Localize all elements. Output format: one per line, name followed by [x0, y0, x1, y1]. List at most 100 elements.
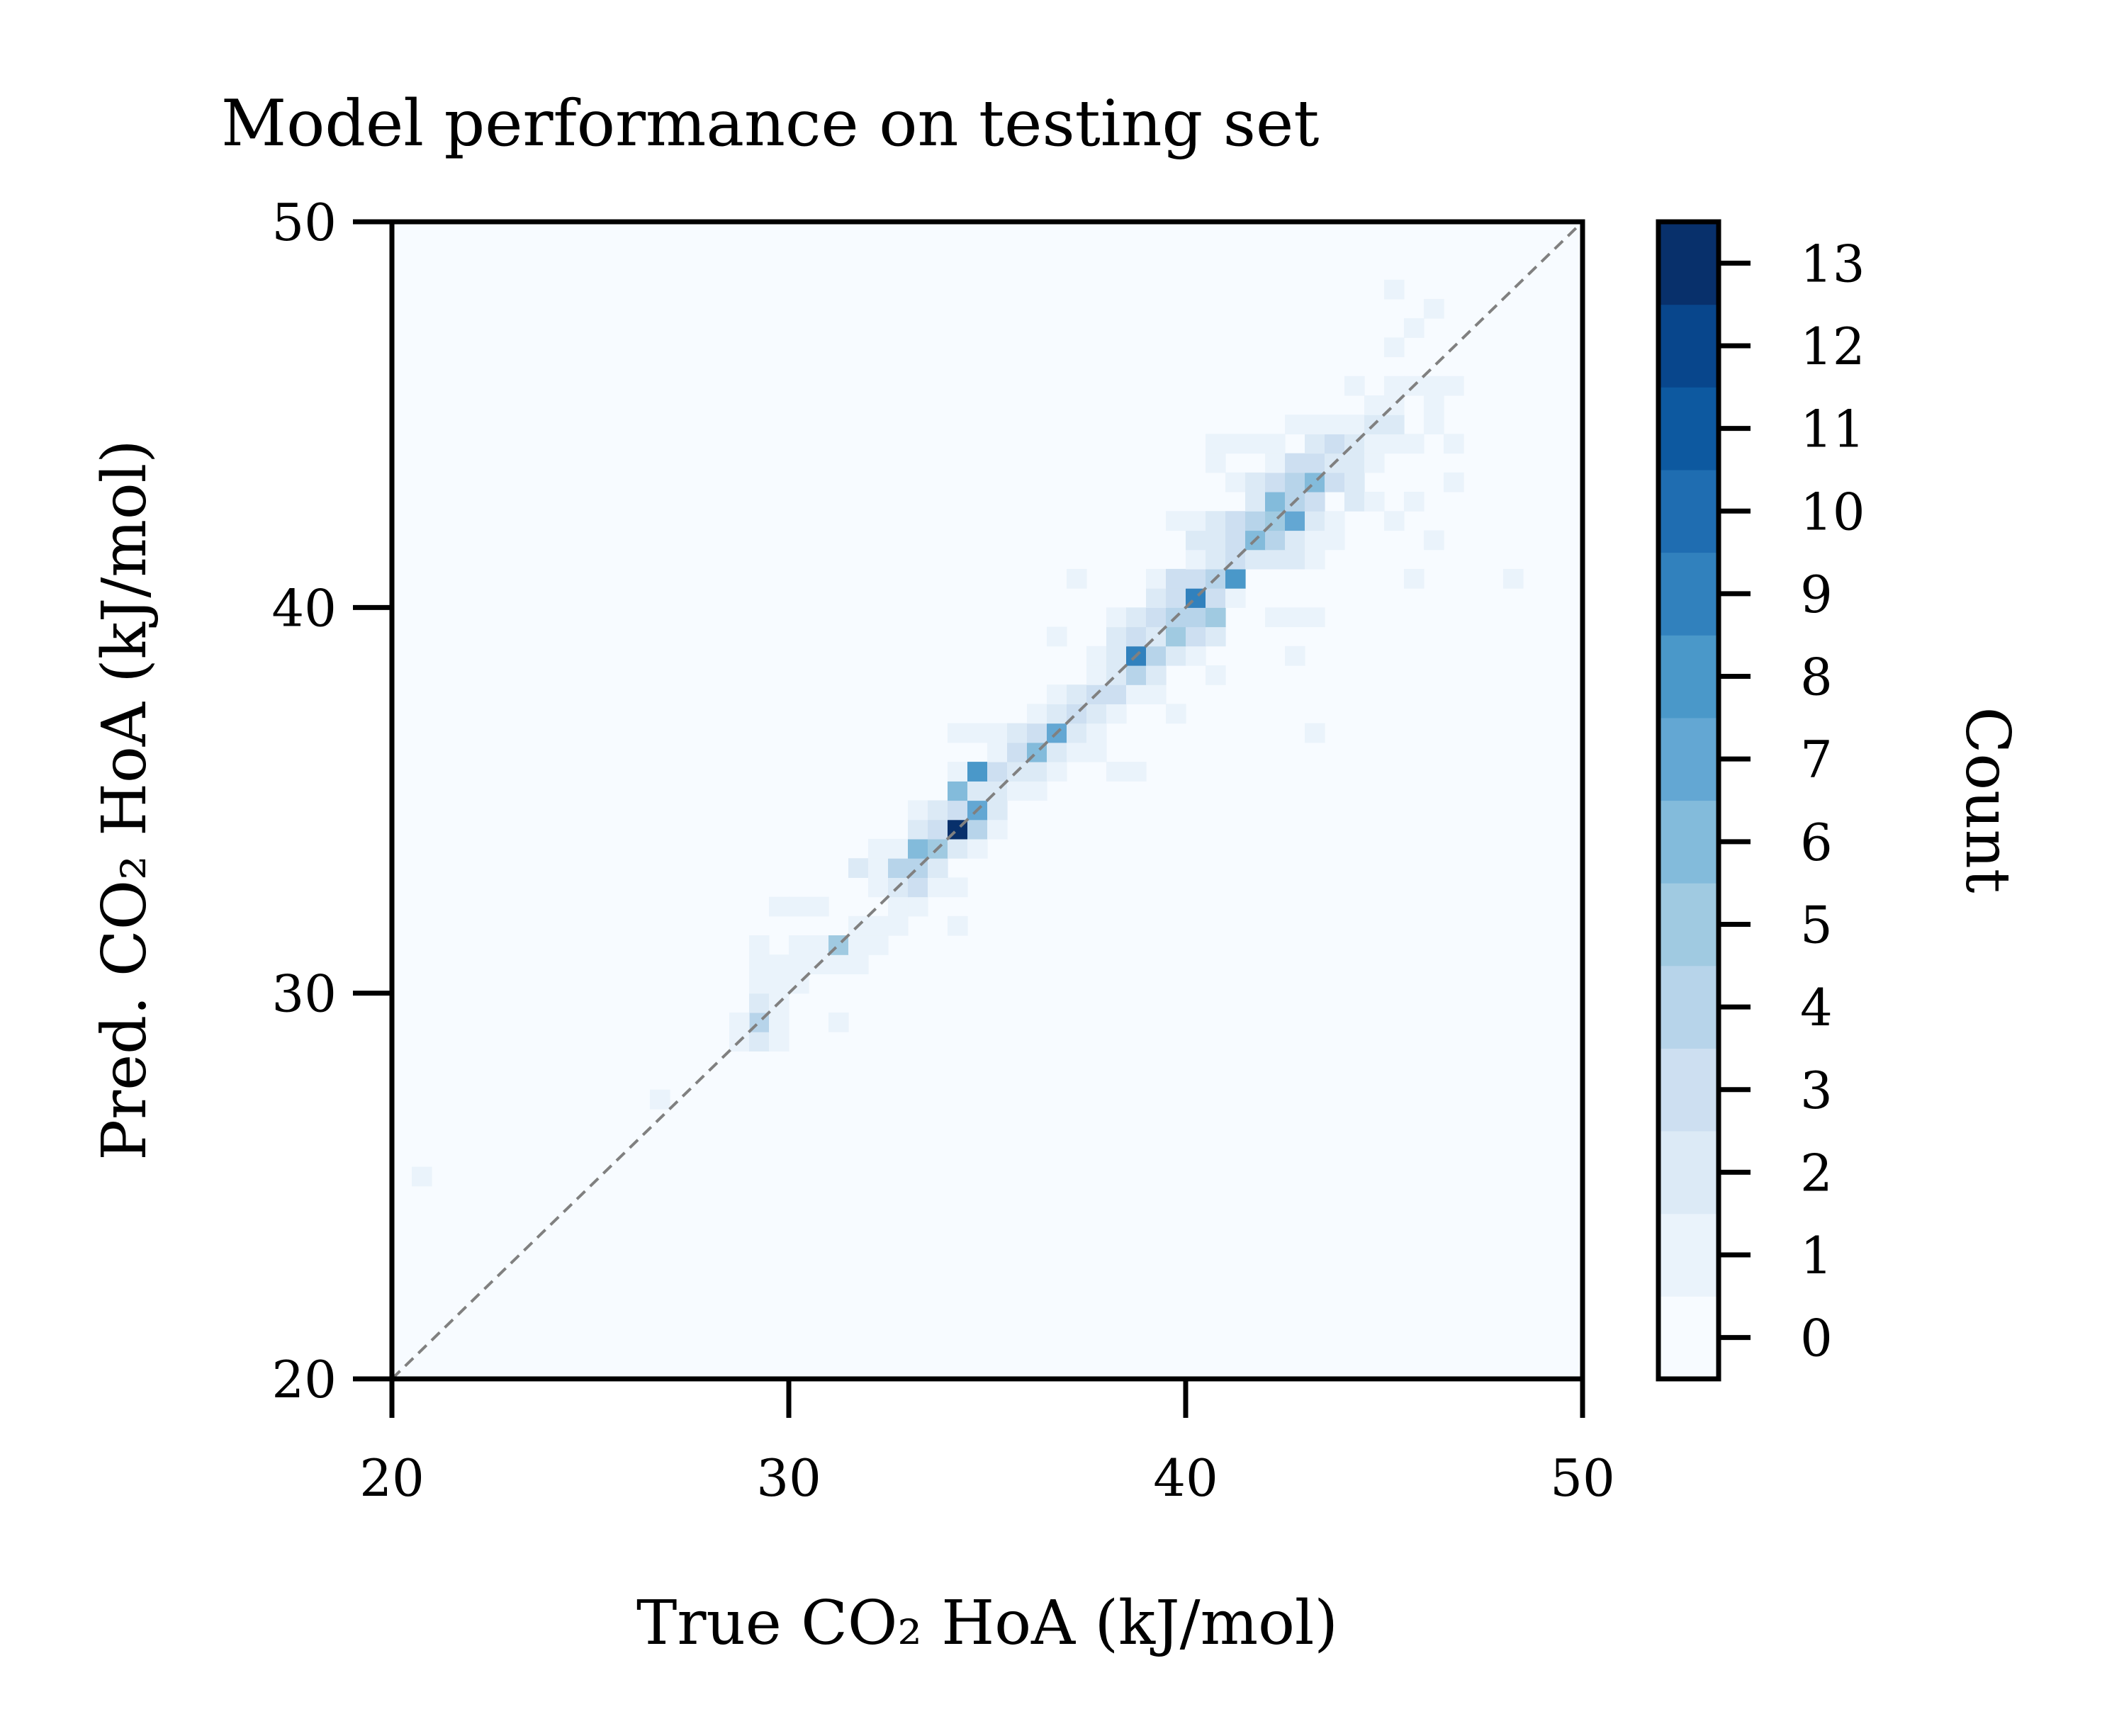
- heatmap-cell: [1305, 415, 1325, 434]
- heatmap-cell: [1245, 492, 1266, 512]
- heatmap-cell: [908, 819, 928, 840]
- heatmap-cell: [749, 1032, 770, 1052]
- heatmap-cell: [1146, 588, 1167, 608]
- heatmap-cell: [1344, 415, 1365, 434]
- heatmap-cell: [1404, 434, 1425, 454]
- heatmap-cell: [1186, 607, 1206, 628]
- heatmap-cell: [749, 954, 770, 974]
- heatmap-cell: [769, 1012, 790, 1032]
- heatmap-cell: [1146, 568, 1167, 589]
- heatmap-cell: [749, 974, 770, 994]
- colorbar-block: [1658, 304, 1719, 388]
- heatmap-cell: [928, 858, 948, 878]
- x-tick-label: 50: [1550, 1448, 1615, 1508]
- heatmap-cell: [1265, 530, 1286, 551]
- heatmap-cell: [1067, 684, 1087, 704]
- heatmap-cell: [1007, 723, 1028, 743]
- heatmap-cell: [1106, 626, 1127, 647]
- heatmap-cell: [1206, 511, 1226, 531]
- heatmap-cell: [1126, 684, 1147, 704]
- heatmap-cell: [868, 858, 889, 878]
- heatmap-cell: [1424, 395, 1444, 415]
- plot-area: [389, 219, 1585, 1382]
- heatmap-cell: [1206, 434, 1226, 454]
- colorbar-block: [1658, 717, 1719, 801]
- x-tick-label: 30: [756, 1448, 821, 1508]
- identity-reference-line: [391, 220, 1584, 1380]
- heatmap-cell: [1245, 434, 1266, 454]
- heatmap-cell: [1166, 626, 1186, 647]
- heatmap-cell: [987, 800, 1008, 821]
- heatmap-cell: [908, 800, 928, 821]
- colorbar-tick-label: 2: [1800, 1143, 1833, 1202]
- heatmap-cell: [1384, 511, 1405, 531]
- colorbar-tick-label: 3: [1800, 1061, 1833, 1120]
- colorbar-tick-label: 11: [1800, 400, 1865, 459]
- colorbar-block: [1658, 469, 1719, 553]
- colorbar-tick-label: 8: [1800, 648, 1833, 707]
- heatmap-cell: [1285, 607, 1305, 628]
- heatmap-cell: [1146, 607, 1167, 628]
- heatmap-cell: [1444, 434, 1464, 454]
- heatmap-cell: [1404, 318, 1425, 338]
- heatmap-cell: [1444, 376, 1464, 396]
- heatmap-cell: [948, 723, 968, 743]
- heatmap-cell: [1245, 472, 1266, 492]
- colorbar-block: [1658, 1213, 1719, 1297]
- heatmap-cell: [1086, 665, 1107, 685]
- heatmap-cell: [888, 838, 909, 859]
- heatmap-cell: [848, 858, 869, 878]
- heatmap-cell: [828, 954, 849, 974]
- heatmap-cell: [948, 838, 968, 859]
- heatmap-cell: [1186, 646, 1206, 666]
- heatmap-cell: [1384, 279, 1405, 300]
- heatmap-cell: [1285, 646, 1305, 666]
- y-tick-label: 30: [271, 964, 337, 1024]
- x-tick-label: 20: [359, 1448, 425, 1508]
- heatmap-cell: [1285, 453, 1305, 473]
- heatmap-cell: [769, 1032, 790, 1052]
- heatmap-cell: [1067, 723, 1087, 743]
- heatmap-cell: [1305, 434, 1325, 454]
- heatmap-cell: [1325, 511, 1345, 531]
- heatmap-cell: [1225, 588, 1246, 608]
- heatmap-cell: [1305, 453, 1325, 473]
- heatmap-cell: [1225, 568, 1246, 589]
- colorbar-tick-label: 5: [1800, 895, 1833, 954]
- heatmap-cell: [1186, 568, 1206, 589]
- heatmap-cell: [1384, 434, 1405, 454]
- heatmap-cell: [1126, 626, 1147, 647]
- heatmap-cell: [1186, 530, 1206, 551]
- heatmap-cell: [1305, 530, 1325, 551]
- heatmap-cell: [1285, 530, 1305, 551]
- heatmap-cell: [809, 896, 829, 917]
- heatmap-cell: [1245, 511, 1266, 531]
- heatmap-cell: [412, 1166, 432, 1187]
- heatmap-cell: [1027, 781, 1047, 801]
- colorbar-block: [1658, 1296, 1719, 1380]
- heatmap-cell: [1166, 568, 1186, 589]
- heatmap-cell: [987, 819, 1008, 840]
- x-axis: 20 30 40 50: [359, 1379, 1615, 1508]
- heatmap-cell: [1206, 607, 1226, 628]
- y-axis: 20 30 40 50: [271, 193, 392, 1409]
- heatmap-cell: [1364, 453, 1385, 473]
- plot-frame: [389, 219, 1585, 1382]
- heatmap-cell: [848, 935, 869, 955]
- heatmap-cell: [1186, 549, 1206, 570]
- heatmap-cell: [1503, 568, 1524, 589]
- heatmap-cell: [928, 800, 948, 821]
- heatmap-cell: [1285, 415, 1305, 434]
- colorbar-block: [1658, 635, 1719, 718]
- colorbar-block: [1658, 800, 1719, 884]
- colorbar-tick-label: 6: [1800, 813, 1833, 872]
- heatmap-cell: [1404, 568, 1425, 589]
- heatmap-cell: [1225, 530, 1246, 551]
- heatmap-cell: [1186, 626, 1206, 647]
- heatmap-cell: [1206, 626, 1226, 647]
- colorbar-tick-label: 9: [1800, 565, 1833, 624]
- heatmap-cell: [1067, 742, 1087, 762]
- heatmap-cell: [987, 762, 1008, 782]
